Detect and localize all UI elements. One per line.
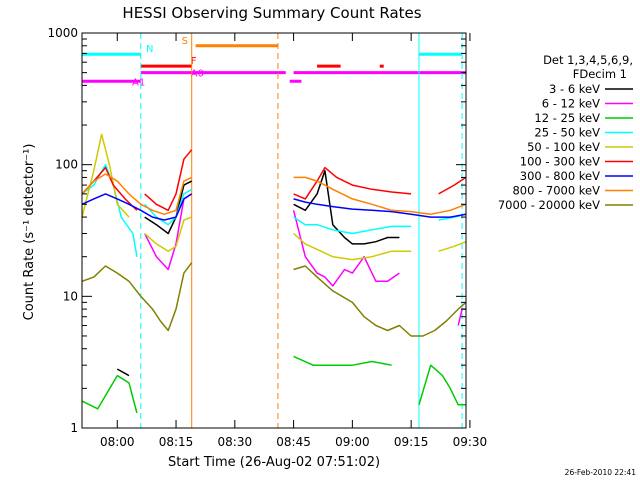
legend-label-4: 50 - 100 keV [527, 140, 600, 154]
series-line-8 [81, 262, 467, 337]
y-axis-label: Count Rate (s⁻¹ detector⁻¹) [22, 144, 37, 321]
chart-title: HESSI Observing Summary Count Rates [122, 4, 421, 22]
x-tick-label-0: 08:00 [100, 435, 135, 449]
x-tick-label-1: 08:15 [159, 435, 194, 449]
series-lines [81, 133, 467, 414]
flag-bars: N SF A0 A1 [82, 36, 466, 88]
series-line-0 [116, 169, 400, 377]
y-tick-label-1: 10 [63, 289, 78, 303]
series-line-1 [144, 193, 466, 326]
series-line-4 [81, 133, 467, 261]
x-tick-label-5: 09:15 [394, 435, 429, 449]
legend-header-line2: FDecim 1 [573, 67, 627, 81]
flag-label-n: N [146, 44, 153, 55]
legend-label-0: 3 - 6 keV [549, 82, 600, 96]
legend-label-5: 100 - 300 keV [520, 155, 600, 169]
x-tick-label-2: 08:30 [218, 435, 253, 449]
legend-header-line1: Det 1,3,4,5,6,9, [543, 53, 633, 67]
event-lines [140, 33, 463, 428]
footer-date: 26-Feb-2010 22:41 [565, 468, 637, 477]
x-axis: 08:00 08:15 08:30 08:45 09:00 09:15 09:30 [100, 33, 487, 449]
flag-label-a0: A0 [191, 69, 204, 80]
x-tick-label-3: 08:45 [276, 435, 311, 449]
legend-label-1: 6 - 12 keV [542, 97, 600, 111]
y-axis: 1 10 100 1000 [47, 26, 466, 435]
y-tick-label-2: 100 [55, 158, 78, 172]
plot-frame [81, 32, 467, 429]
legend-label-3: 25 - 50 keV [534, 126, 600, 140]
y-tick-label-3: 1000 [47, 26, 78, 40]
series-line-5 [81, 149, 467, 212]
legend-label-7: 800 - 7000 keV [512, 184, 600, 198]
flag-label-a1: A1 [132, 77, 145, 88]
flag-label-s: S [182, 36, 188, 47]
x-tick-label-4: 09:00 [335, 435, 370, 449]
legend-label-8: 7000 - 20000 keV [498, 198, 600, 212]
flag-label-f: F [191, 56, 197, 67]
y-tick-label-0: 1 [70, 421, 78, 435]
x-axis-label: Start Time (26-Aug-02 07:51:02) [168, 455, 380, 470]
series-line-6 [81, 193, 467, 221]
legend-label-6: 300 - 800 keV [520, 169, 600, 183]
legend-label-2: 12 - 25 keV [534, 111, 600, 125]
x-tick-label-6: 09:30 [453, 435, 488, 449]
series-line-7 [81, 173, 467, 216]
series-line-2 [81, 355, 466, 414]
